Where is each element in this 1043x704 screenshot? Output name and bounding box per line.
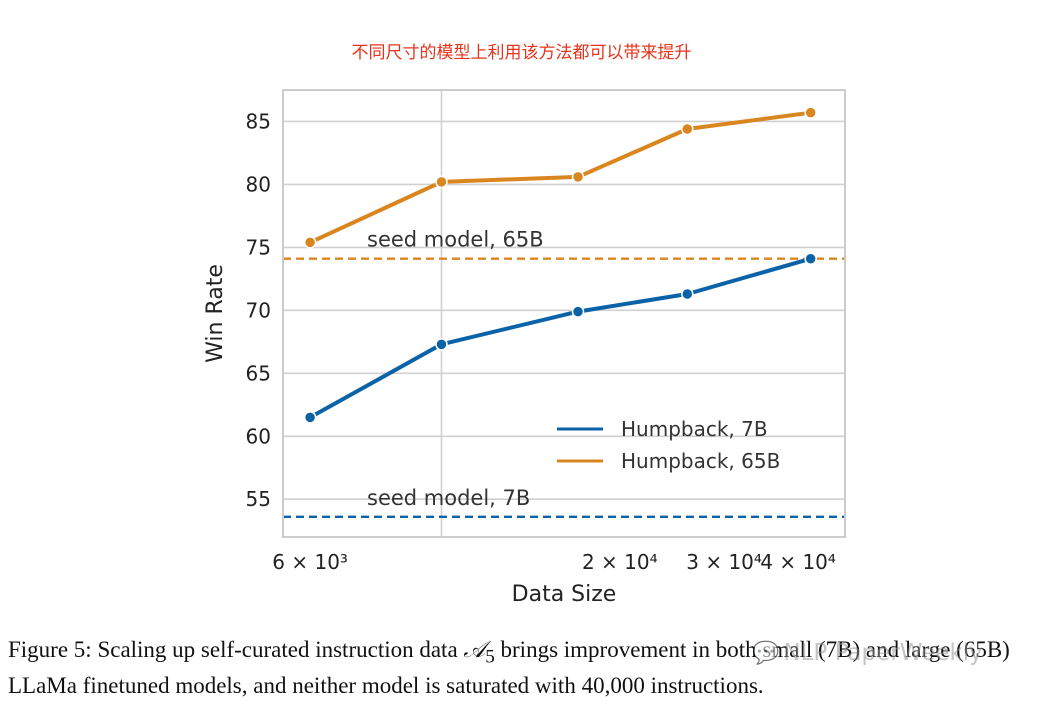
line-chart: seed model, 65B seed model, 7B 55 60 65 70 75…	[203, 89, 846, 607]
y-axis-label: Win Rate	[203, 264, 228, 363]
y-tick-label: 60	[246, 424, 271, 448]
data-point	[435, 338, 448, 351]
caption-symbol: 𝒜	[463, 637, 486, 662]
caption-subscript: 5	[485, 646, 495, 668]
data-point	[681, 122, 694, 136]
figure-caption: Figure 5: Scaling up self-curated instru…	[8, 636, 1038, 700]
caption-rest: brings improvement in both small (7B) an…	[8, 637, 1010, 698]
y-tick-label: 80	[246, 172, 271, 196]
data-point	[804, 106, 817, 119]
y-tick-label: 55	[246, 487, 271, 511]
x-axis-label: Data Size	[512, 582, 617, 607]
x-tick-label: 2 × 10⁴	[582, 550, 658, 574]
caption-prefix: Figure 5: Scaling up self-curated instru…	[8, 637, 464, 662]
x-tick-label: 3 × 10⁴	[686, 550, 762, 574]
legend: Humpback, 7B Humpback, 65B	[557, 417, 780, 473]
y-tick-label: 85	[246, 109, 271, 133]
reference-label: seed model, 7B	[367, 486, 530, 510]
data-point	[804, 252, 817, 265]
series-lines	[303, 106, 817, 424]
data-point	[303, 411, 317, 424]
watermark-text: NLP PaperWeekly	[783, 640, 983, 666]
reference-lines: seed model, 65B seed model, 7B	[283, 228, 845, 519]
data-point	[571, 170, 585, 184]
plot-frame	[282, 89, 846, 538]
data-point	[435, 175, 448, 189]
legend-label: Humpback, 65B	[621, 449, 780, 473]
series-line	[308, 256, 813, 420]
data-point	[303, 236, 317, 249]
reference-label: seed model, 65B	[367, 228, 544, 252]
x-tick-label: 4 × 10⁴	[760, 550, 836, 574]
y-tick-label: 75	[246, 235, 271, 259]
y-tick-label: 70	[246, 298, 271, 322]
legend-label: Humpback, 7B	[621, 417, 768, 441]
chart-annotation: 不同尺寸的模型上利用该方法都可以带来提升	[351, 43, 692, 63]
y-tick-label: 65	[246, 361, 271, 385]
x-tick-label: 6 × 10³	[272, 550, 348, 574]
wechat-icon: 💬	[752, 640, 780, 666]
watermark: 💬 NLP PaperWeekly	[752, 640, 983, 666]
data-point	[571, 305, 585, 318]
series-line	[308, 110, 813, 245]
data-point	[681, 287, 694, 301]
